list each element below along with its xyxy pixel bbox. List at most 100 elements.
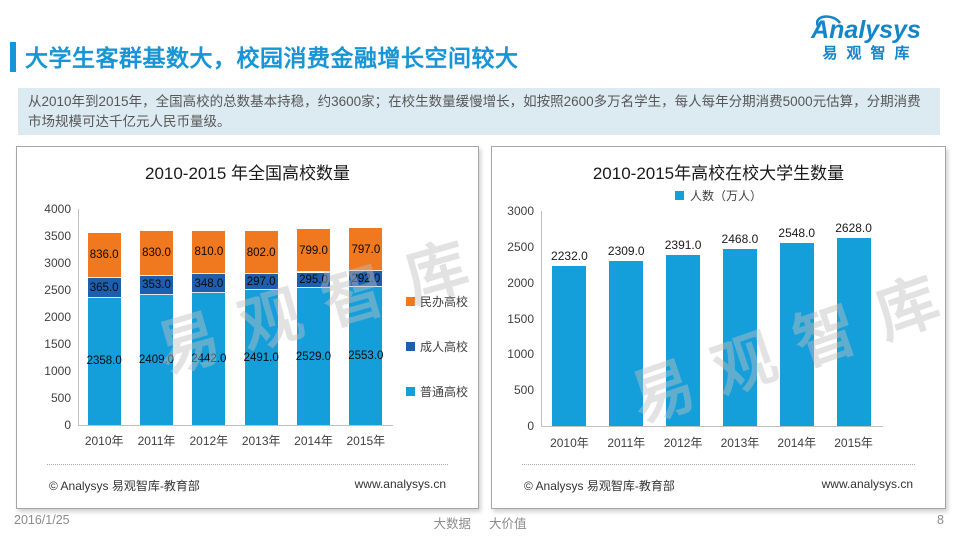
footer-slogan-right: 大价值 — [489, 517, 527, 531]
x-tick-label: 2014年 — [777, 436, 817, 450]
x-tick-label: 2012年 — [189, 434, 229, 448]
value-label: 2628.0 — [835, 220, 872, 235]
chart-legend: 人数（万人） — [492, 187, 945, 204]
plot-area — [541, 211, 883, 427]
plot-area — [78, 209, 393, 426]
x-tick-label: 2010年 — [550, 436, 589, 450]
value-label: 810.0 — [194, 246, 224, 259]
bar-segment-普通高校-2015年 — [349, 287, 383, 425]
y-tick-label: 500 — [50, 391, 71, 405]
legend-swatch — [406, 387, 415, 396]
bar-segment-普通高校-2014年 — [297, 288, 330, 425]
bar-segment-成人高校-2010年 — [87, 277, 121, 298]
value-label: 295.0 — [299, 274, 328, 287]
value-label: 2529.0 — [295, 350, 332, 363]
bar-segment-民办高校-2011年 — [140, 231, 173, 276]
legend-swatch — [674, 191, 684, 200]
legend-item-成人高校: 成人高校 — [406, 338, 468, 355]
value-label: 2232.0 — [551, 249, 588, 264]
divider — [47, 464, 448, 465]
legend-item-普通高校: 普通高校 — [406, 383, 468, 400]
bar-segment-民办高校-2014年 — [297, 229, 330, 273]
bar-segment-成人高校-2014年 — [297, 272, 330, 289]
y-tick-label: 2500 — [44, 283, 71, 297]
chart-panel-students: 2010-2015年高校在校大学生数量 人数（万人） © Analysys 易观… — [491, 146, 946, 509]
logo-brand-text: Analysys — [810, 16, 921, 44]
value-label: 802.0 — [246, 246, 276, 259]
value-label: 799.0 — [299, 244, 328, 257]
y-tick-label: 1500 — [507, 311, 534, 326]
value-label: 353.0 — [142, 279, 171, 292]
analysys-logo: Analysys 易观智库 — [786, 14, 946, 63]
bar-segment-成人高校-2013年 — [244, 274, 278, 291]
legend-label: 民办高校 — [420, 295, 469, 309]
value-label: 836.0 — [89, 249, 119, 262]
footer-slogan: 大数据 大价值 — [0, 513, 960, 532]
value-label: 348.0 — [194, 277, 224, 290]
x-tick-label: 2015年 — [834, 436, 873, 450]
footer-slogan-left: 大数据 — [433, 517, 471, 531]
analysys-wordmark: Analysys — [810, 15, 921, 44]
bar-segment-人数（万人）-2010年 — [552, 266, 587, 426]
x-tick-label: 2010年 — [84, 434, 124, 448]
bar-segment-人数（万人）-2012年 — [666, 254, 701, 426]
x-tick-label: 2011年 — [137, 434, 176, 448]
y-tick-label: 2500 — [507, 239, 534, 254]
bar-segment-人数（万人）-2011年 — [609, 260, 644, 426]
value-label: 2309.0 — [607, 243, 645, 258]
chart-legend: 民办高校成人高校普通高校 — [406, 293, 468, 400]
chart-title: 2010-2015 年全国高校数量 — [144, 164, 351, 183]
title-accent-bar — [10, 42, 16, 72]
logo-swoosh-icon — [815, 15, 842, 27]
x-tick-label: 2013年 — [720, 436, 760, 450]
legend-label: 成人高校 — [420, 340, 469, 354]
bar-segment-民办高校-2010年 — [87, 232, 121, 278]
bar-segment-民办高校-2013年 — [244, 231, 278, 275]
y-tick-label: 4000 — [44, 202, 71, 216]
value-label: 365.0 — [89, 281, 119, 294]
bar-segment-民办高校-2012年 — [192, 230, 226, 275]
value-label: 2468.0 — [721, 232, 759, 247]
value-label: 292.0 — [351, 273, 381, 286]
divider — [522, 464, 915, 465]
footer-date: 2016/1/25 — [14, 513, 70, 527]
y-tick-label: 1000 — [507, 347, 534, 362]
source-copyright: © Analysys 易观智库-教育部 — [524, 479, 675, 493]
value-label: 2442.0 — [191, 353, 227, 366]
x-tick-label: 2014年 — [294, 434, 333, 448]
page-number: 8 — [937, 513, 944, 527]
value-label: 2548.0 — [778, 226, 816, 241]
slide-footer: 2016/1/25 大数据 大价值 8 — [0, 513, 960, 533]
y-tick-label: 3500 — [44, 229, 71, 243]
x-tick-label: 2013年 — [241, 434, 281, 448]
legend-swatch — [406, 342, 415, 351]
logo-brand-cn: 易观智库 — [822, 45, 919, 62]
y-tick-label: 3000 — [507, 204, 534, 218]
bar-segment-普通高校-2012年 — [192, 293, 226, 425]
legend-swatch — [406, 297, 415, 306]
value-label: 2391.0 — [664, 237, 702, 252]
chart-title: 2010-2015年高校在校大学生数量 — [592, 164, 845, 183]
bar-segment-民办高校-2015年 — [349, 228, 383, 272]
bar-segment-普通高校-2013年 — [244, 290, 278, 425]
y-tick-label: 1500 — [44, 337, 71, 351]
page-title: 大学生客群基数大，校园消费金融增长空间较大 — [25, 45, 519, 71]
y-tick-label: 3000 — [44, 256, 71, 270]
y-tick-label: 2000 — [507, 275, 534, 290]
value-label: 2553.0 — [348, 350, 384, 363]
y-tick-label: 2000 — [44, 310, 71, 324]
bar-segment-人数（万人）-2014年 — [779, 243, 814, 426]
x-tick-label: 2011年 — [607, 436, 646, 450]
summary-banner: 从2010年到2015年，全国高校的总数基本持稳，约3600家；在校生数量缓慢增… — [18, 88, 940, 135]
value-label: 2409.0 — [138, 353, 175, 366]
bar-segment-普通高校-2010年 — [87, 297, 121, 425]
value-label: 2491.0 — [243, 351, 279, 364]
y-tick-label: 0 — [527, 419, 534, 433]
value-label: 297.0 — [246, 276, 276, 289]
bar-segment-成人高校-2011年 — [140, 275, 173, 295]
bar-segment-人数（万人）-2015年 — [836, 237, 871, 426]
source-website: www.analysys.cn — [821, 477, 913, 491]
x-tick-label: 2015年 — [346, 434, 386, 448]
value-label: 2358.0 — [86, 355, 122, 368]
legend-label: 人数（万人） — [689, 189, 762, 203]
